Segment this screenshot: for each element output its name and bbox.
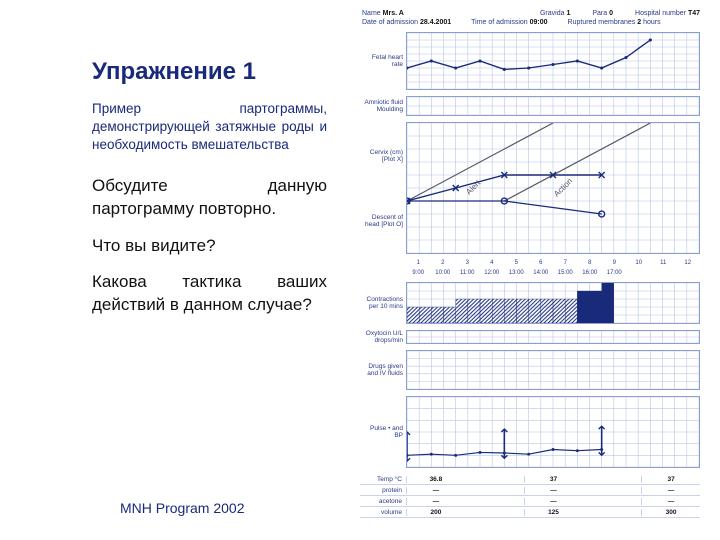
table-cell: —: [641, 487, 700, 494]
table-row: acetone———: [360, 496, 700, 507]
para-value: 0: [609, 10, 613, 17]
drugs-panel: Drugs given and IV fluids: [406, 350, 700, 390]
liquor-label: Amniotic fluid Moulding: [363, 99, 403, 113]
cervix-label: Cervix (cm) [Plot X]: [363, 148, 403, 162]
table-cell: 200: [406, 509, 465, 516]
rupt-value: 2: [637, 19, 641, 26]
contractions-panel: Contractions per 10 mins: [406, 282, 700, 324]
fhr-panel: Fetal heart rate: [406, 32, 700, 90]
table-cell: 36.8: [406, 476, 465, 483]
form-header-row1: Name Mrs. A Gravida 1 Para 0 Hospital nu…: [362, 10, 700, 17]
gravida-label: Gravida: [540, 10, 565, 17]
fhr-label: Fetal heart rate: [363, 54, 403, 68]
hosp-label: Hospital number: [635, 10, 686, 17]
table-cell: —: [641, 498, 700, 505]
exercise-subtitle: Пример партограммы, демонстрирующей затя…: [92, 100, 327, 155]
drugs-label: Drugs given and IV fluids: [363, 363, 403, 377]
date-label: Date of admission: [362, 19, 418, 26]
name-label: Name: [362, 10, 381, 17]
cervix-panel: Cervix (cm) [Plot X] Descent of head [Pl…: [406, 122, 700, 254]
paragraph-1: Обсудите данную партограмму повторно.: [92, 175, 327, 221]
table-cell: —: [406, 487, 465, 494]
row-label: volume: [360, 509, 406, 516]
paragraph-3: Какова тактика ваших действий в данном с…: [92, 271, 327, 317]
pulse-bp-chart: [407, 397, 699, 467]
table-row: protein———: [360, 485, 700, 496]
rupt-unit: hours: [643, 19, 661, 26]
time-value: 09:00: [530, 19, 548, 26]
oxytocin-panel: Oxytocin U/L drops/min: [406, 330, 700, 344]
text-column: Упражнение 1 Пример партограммы, демонст…: [92, 58, 327, 331]
hosp-value: T47: [688, 10, 700, 17]
fhr-chart: [407, 33, 699, 89]
table-cell: —: [524, 487, 583, 494]
pulse-bp-label: Pulse • and BP: [363, 425, 403, 439]
table-row: volume200 125 300: [360, 507, 700, 518]
table-cell: 125: [524, 509, 583, 516]
oxytocin-grid: [407, 331, 699, 343]
table-cell: —: [524, 498, 583, 505]
partogram: Name Mrs. A Gravida 1 Para 0 Hospital nu…: [360, 10, 700, 518]
drugs-grid: [407, 351, 699, 389]
time-label: Time of admission: [471, 19, 528, 26]
contractions-label: Contractions per 10 mins: [363, 296, 403, 310]
descent-label: Descent of head [Plot O]: [363, 213, 403, 227]
name-value: Mrs. A: [383, 10, 404, 17]
row-label: protein: [360, 487, 406, 494]
form-header-row2: Date of admission 28.4.2001 Time of admi…: [362, 19, 700, 26]
table-cell: 37: [641, 476, 700, 483]
para-label: Para: [592, 10, 607, 17]
pulse-bp-panel: Pulse • and BP: [406, 396, 700, 468]
hours-row: 123456789101112: [406, 260, 700, 266]
row-label: Temp °C: [360, 476, 406, 483]
liquor-grid: [407, 97, 699, 115]
table-cell: 300: [641, 509, 700, 516]
footer-text: MNH Program 2002: [120, 500, 245, 516]
liquor-panel: Amniotic fluid Moulding: [406, 96, 700, 116]
table-cell: 37: [524, 476, 583, 483]
date-value: 28.4.2001: [420, 19, 451, 26]
table-cell: —: [406, 498, 465, 505]
left-stripe: [0, 0, 28, 540]
paragraph-2: Что вы видите?: [92, 235, 327, 258]
row-label: acetone: [360, 498, 406, 505]
time-row: 9:0010:0011:0012:0013:0014:0015:0016:001…: [406, 270, 700, 276]
exercise-title: Упражнение 1: [92, 58, 327, 86]
rupt-label: Ruptured membranes: [568, 19, 636, 26]
bottom-table: Temp °C36.83737protein———acetone———volum…: [360, 474, 700, 518]
cervix-chart: [407, 123, 699, 253]
oxytocin-label: Oxytocin U/L drops/min: [363, 330, 403, 344]
gravida-value: 1: [566, 10, 570, 17]
contractions-chart: [407, 283, 699, 323]
table-row: Temp °C36.8 37 37: [360, 474, 700, 485]
